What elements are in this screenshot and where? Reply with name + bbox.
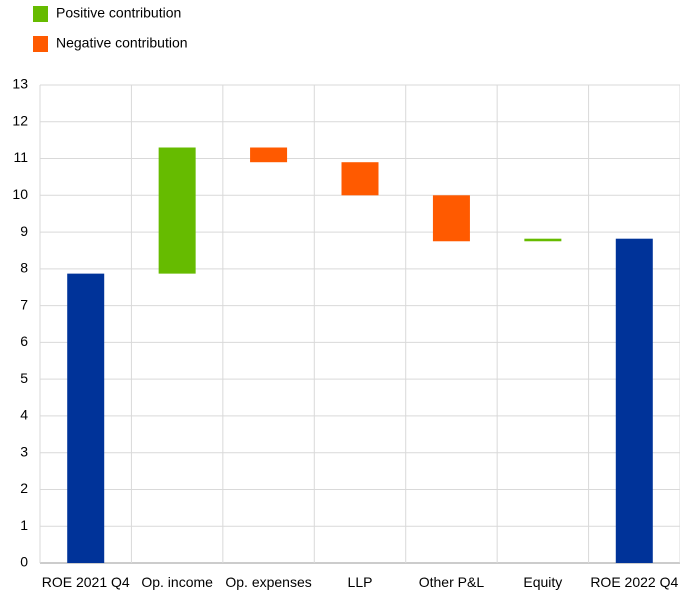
bar — [524, 238, 562, 242]
x-tick-label: Other P&L — [418, 574, 485, 590]
y-tick-label: 11 — [13, 149, 28, 165]
y-tick-label: 6 — [20, 333, 28, 349]
bar — [341, 162, 379, 196]
bar — [250, 147, 288, 163]
bar — [67, 273, 105, 563]
y-tick-label: 5 — [20, 370, 28, 386]
legend-swatch — [33, 6, 48, 22]
bar — [615, 238, 653, 564]
y-tick-label: 12 — [12, 112, 28, 128]
y-tick-label: 13 — [12, 76, 28, 92]
x-tick-label: LLP — [347, 574, 373, 590]
y-tick-label: 2 — [20, 480, 28, 496]
x-tick-label: ROE 2021 Q4 — [41, 574, 130, 590]
bar — [158, 147, 196, 274]
x-tick-label: Equity — [523, 574, 563, 590]
y-tick-label: 8 — [20, 260, 28, 276]
legend-label: Negative contribution — [56, 35, 188, 51]
x-tick-label: Op. income — [141, 574, 213, 590]
y-tick-label: 7 — [20, 296, 28, 312]
y-tick-label: 0 — [20, 554, 28, 570]
x-tick-label: Op. expenses — [225, 574, 312, 590]
legend-label: Positive contribution — [56, 5, 181, 21]
y-tick-label: 10 — [12, 186, 28, 202]
x-tick-label: ROE 2022 Q4 — [590, 574, 679, 590]
bar — [432, 195, 470, 242]
legend-swatch — [33, 36, 48, 52]
y-tick-label: 4 — [20, 407, 28, 423]
y-tick-label: 1 — [20, 517, 28, 533]
y-tick-label: 9 — [20, 223, 28, 239]
y-tick-label: 3 — [20, 443, 28, 459]
